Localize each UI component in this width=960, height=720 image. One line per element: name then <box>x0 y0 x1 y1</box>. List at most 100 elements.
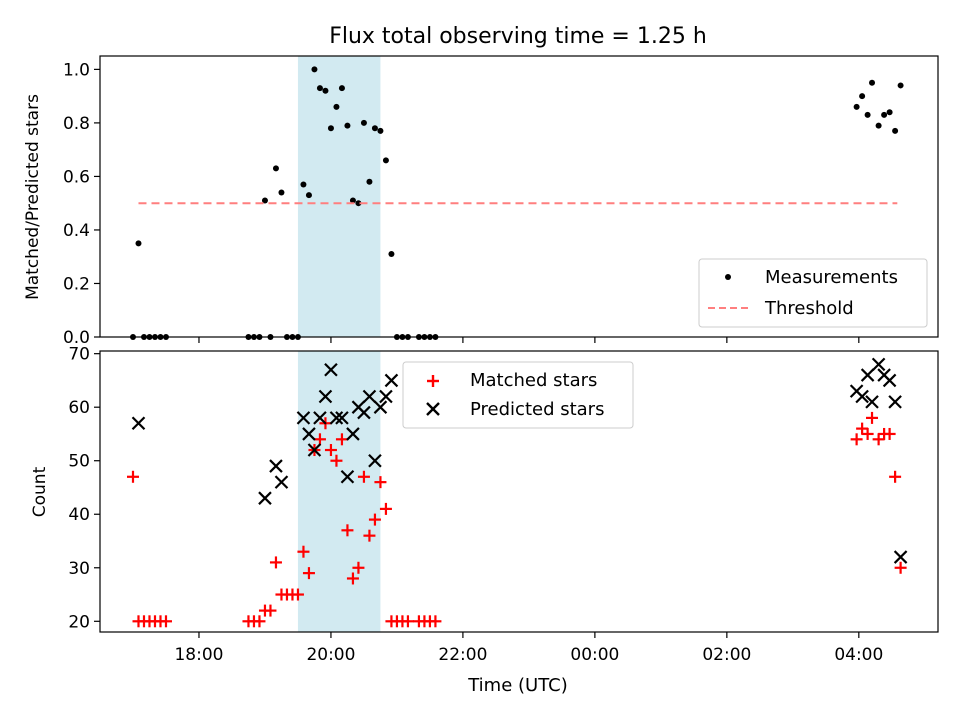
matched-stars-point <box>861 427 874 440</box>
measurements-point <box>892 127 899 134</box>
threshold-legend-label: Threshold <box>764 298 854 319</box>
predicted-stars-point <box>379 389 393 404</box>
bottom-legend: Matched stars Predicted stars <box>402 361 634 429</box>
matched-stars-point <box>341 524 354 537</box>
measurements-point <box>349 197 356 204</box>
bottom-highlight-band <box>297 351 381 632</box>
measurements-point <box>886 109 893 116</box>
measurements-point <box>853 103 860 110</box>
matched-stars-point <box>324 444 337 457</box>
predicted-stars-point <box>302 427 316 441</box>
measurements-point <box>897 82 904 89</box>
bottom-y-tick-label: 30 <box>68 559 90 579</box>
measurements-point <box>360 119 367 126</box>
top-legend-box <box>698 258 928 328</box>
matched-stars-point <box>894 561 907 574</box>
predicted-stars-point <box>340 470 355 484</box>
bottom-y-label: Count <box>30 466 50 517</box>
predicted-stars-point <box>274 475 289 489</box>
bottom-y-tick-label: 20 <box>68 612 90 632</box>
top-y-tick-label: 0.2 <box>63 274 90 294</box>
predicted-stars-point <box>335 411 349 425</box>
top-axes-frame <box>99 55 939 338</box>
matched-stars-point <box>335 433 348 446</box>
measurements-point <box>316 85 323 92</box>
predicted-stars-point <box>384 373 399 388</box>
x-tick-label: 18:00 <box>174 645 223 665</box>
matched-stars-point <box>429 615 442 628</box>
measurements-point <box>864 111 871 118</box>
measurements-point <box>272 165 279 172</box>
matched-stars-point <box>291 588 304 601</box>
measurements-point <box>859 93 866 100</box>
matched-stars-point <box>401 615 414 628</box>
measurements-point <box>355 200 362 207</box>
matched-stars-point <box>264 604 277 617</box>
matched-stars-point <box>352 561 365 574</box>
measurements-point <box>881 111 888 118</box>
matched-stars-point <box>297 545 310 558</box>
measurements-point <box>371 125 378 132</box>
bottom-panel: 20 30 40 50 60 70 18:00 20:00 22:00 00:00 02:00 04… <box>30 345 939 696</box>
x-tick-label: 00:00 <box>570 645 619 665</box>
matched-stars-point <box>856 422 869 435</box>
bottom-axes-frame <box>99 350 939 633</box>
top-legend: Measurements Threshold <box>698 258 928 328</box>
top-y-tick-label: 0.8 <box>63 114 90 134</box>
top-y-label: Matched/Predicted stars <box>23 94 43 300</box>
predicted-stars-legend-label: Predicted stars <box>470 399 604 420</box>
x-tick-label: 20:00 <box>306 645 355 665</box>
predicted-stars-point <box>362 389 377 404</box>
predicted-stars-point <box>855 389 869 404</box>
bottom-y-tick-label: 70 <box>68 345 90 365</box>
x-tick-label: 04:00 <box>834 645 883 665</box>
measurements-point <box>322 87 329 94</box>
measurements-point <box>338 85 345 92</box>
predicted-stars-point <box>324 362 338 377</box>
predicted-stars-point <box>296 411 311 425</box>
predicted-stars-point <box>871 357 886 372</box>
matched-stars-point <box>269 556 282 569</box>
matched-stars-point <box>330 454 343 467</box>
matched-stars-point <box>374 476 387 489</box>
measurements-point <box>327 125 334 132</box>
predicted-stars-point <box>860 368 875 382</box>
measurements-point <box>344 122 351 129</box>
matched-stars-legend-marker <box>427 375 439 387</box>
matched-stars-point <box>126 470 139 483</box>
x-tick-label: 02:00 <box>702 645 751 665</box>
measurements-point <box>382 157 389 164</box>
predicted-stars-point <box>373 400 388 414</box>
matched-stars-legend-label: Matched stars <box>470 370 597 391</box>
top-panel: 0.0 0.2 0.4 0.6 0.8 1.0 Matched/Predicted sta… <box>23 55 939 348</box>
matched-stars-point <box>889 470 902 483</box>
measurements-point <box>261 197 268 204</box>
measurements-legend-marker <box>725 274 731 280</box>
measurements-point <box>333 103 340 110</box>
predicted-stars-legend-marker <box>426 402 440 416</box>
predicted-stars-point <box>318 389 333 404</box>
matched-stars-point <box>883 427 896 440</box>
chart-title: Flux total observing time = 1.25 h <box>329 24 707 49</box>
matched-stars-point <box>253 615 266 628</box>
predicted-stars-point <box>357 405 371 420</box>
matched-stars-point <box>357 470 370 483</box>
predicted-stars-point <box>131 416 146 431</box>
measurements-point <box>305 192 312 199</box>
measurements-point <box>278 189 285 196</box>
matched-stars-point <box>363 529 376 542</box>
top-y-tick-label: 0.0 <box>63 328 90 348</box>
measurements-point <box>388 251 395 258</box>
matched-stars-point <box>346 572 359 585</box>
matched-stars-point <box>872 433 885 446</box>
matched-stars-point <box>368 513 381 526</box>
predicted-stars-point <box>368 453 382 468</box>
predicted-stars-point <box>329 411 344 425</box>
top-y-tick-label: 1.0 <box>63 60 90 80</box>
top-y-tick-label: 0.4 <box>63 221 90 241</box>
predicted-stars-point <box>269 459 283 473</box>
matched-stars-point <box>850 433 863 446</box>
measurements-point <box>377 127 384 134</box>
measurements-legend-label: Measurements <box>765 267 898 288</box>
